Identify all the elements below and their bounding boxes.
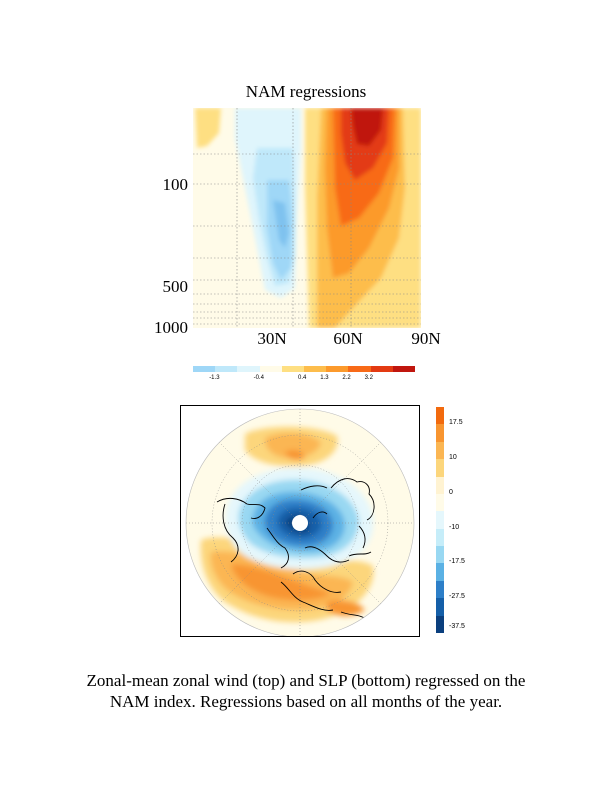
colorbar-swatch	[436, 493, 444, 512]
colorbar-tick-label: 0	[449, 488, 453, 496]
colorbar-swatch	[259, 366, 283, 372]
colorbar-swatch	[436, 528, 444, 547]
colorbar-swatch	[193, 366, 216, 372]
colorbar-swatch	[436, 424, 444, 443]
colorbar-swatch	[436, 407, 444, 425]
x-tick-label: 60N	[333, 329, 363, 348]
slp-polar-map	[180, 405, 420, 637]
top-chart-title: NAM regressions	[245, 82, 367, 101]
left-positive-patch	[195, 108, 221, 148]
colorbar-swatch	[436, 476, 444, 495]
pole-edge	[407, 108, 421, 328]
y-tick-label: 1000	[154, 318, 188, 337]
colorbar-swatch	[215, 366, 238, 372]
colorbar-tick-label: -37.5	[449, 622, 465, 630]
colorbar-swatch	[237, 366, 261, 372]
colorbar-tick-label: 1.3	[320, 375, 329, 381]
x-tick-label: 30N	[257, 329, 287, 348]
colorbar-swatch	[436, 546, 444, 564]
caption-line: Zonal-mean zonal wind (top) and SLP (bot…	[86, 671, 526, 690]
pole-marker	[292, 515, 308, 531]
colorbar-tick-label: -17.5	[449, 558, 465, 566]
colorbar-swatch	[436, 563, 444, 582]
colorbar-tick-label: 0.4	[298, 375, 307, 381]
colorbar-tick-label: 3.2	[364, 375, 373, 381]
colorbar-swatch	[436, 580, 444, 599]
x-tick-label: 90N	[411, 329, 441, 348]
colorbar-swatch	[392, 366, 416, 372]
pacific-high-inner	[265, 433, 321, 459]
colorbar-tick-label: -27.5	[449, 593, 465, 601]
colorbar-tick-label: -10	[449, 523, 460, 531]
colorbar-swatch	[436, 441, 444, 460]
map-outline	[185, 408, 415, 636]
coastlines	[216, 478, 375, 621]
colorbar-swatch	[436, 615, 444, 634]
left-neutral-patch	[193, 168, 207, 218]
colorbar-swatch	[281, 366, 305, 372]
zonal-wind-plot	[193, 108, 421, 328]
colorbar-tick-label: 10	[449, 454, 457, 462]
europe-high-core	[327, 600, 365, 616]
y-tick-label: 100	[162, 175, 189, 194]
colorbar-tick-label: 2.2	[342, 375, 351, 381]
top-colorbar: -1.3 -0.4 0.4 1.3 2.2 3.2	[193, 366, 416, 384]
colorbar-swatch	[436, 459, 444, 478]
colorbar-tick-label: -1.3	[209, 375, 220, 381]
map-colorbar: 17.5 10 0 -10 -17.5 -27.5 -37.5	[436, 407, 476, 635]
caption-line: NAM index. Regressions based on all mont…	[109, 692, 503, 711]
figure-caption: Zonal-mean zonal wind (top) and SLP (bot…	[56, 670, 556, 712]
colorbar-swatch	[304, 366, 327, 372]
pos-jet-core	[351, 108, 383, 146]
colorbar-swatch	[348, 366, 372, 372]
colorbar-swatch	[436, 598, 444, 617]
colorbar-swatch	[370, 366, 394, 372]
colorbar-tick-label: 17.5	[449, 419, 463, 427]
colorbar-tick-label: -0.4	[253, 375, 264, 381]
grid-lines	[193, 108, 421, 328]
slp-map-svg	[185, 408, 415, 636]
neg-lobe-core	[273, 200, 289, 248]
colorbar-swatch	[436, 511, 444, 530]
colorbar-swatch	[326, 366, 349, 372]
zonal-wind-svg	[193, 108, 421, 328]
y-tick-label: 500	[162, 277, 189, 296]
